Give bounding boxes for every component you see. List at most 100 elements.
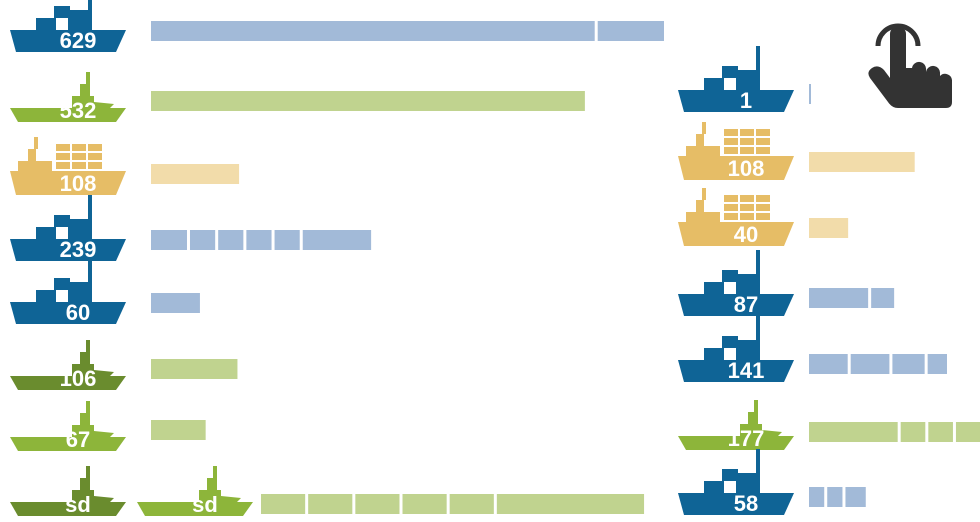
left-row-2-container-box: [88, 153, 102, 160]
left-row-4-hull-part: [68, 282, 92, 302]
left-row-7-ship-icon: sd: [10, 466, 126, 517]
right-row-2-container-box: [756, 204, 770, 211]
left-row-3-hull-part: [68, 219, 92, 239]
right-row-1-hull-part: [702, 122, 706, 134]
hand-pointer-icon: [868, 23, 952, 108]
left-row-3-bar-segment: [189, 230, 216, 250]
right-row-3-hull-part: [678, 294, 794, 316]
left-row-6-hull-part: [10, 437, 126, 451]
left-row-2-hull-part: [10, 171, 126, 195]
hand-shape: [868, 26, 952, 108]
left-extra-hull-part: [137, 502, 253, 516]
left-row-4-hull-part: [88, 258, 92, 282]
left-row-5-hull-part: [80, 352, 90, 364]
left-extra-bar-segment: [355, 494, 400, 514]
right-row-2-container-box: [756, 195, 770, 202]
left-row-6-bar-segment: [151, 420, 206, 440]
right-row-0-hull-part: [704, 78, 724, 90]
right-row-5-hull-part: [754, 400, 758, 412]
right-row-0-hull-part: [736, 70, 760, 90]
right-row-2-container-box: [740, 195, 754, 202]
left-extra-hull-part: [221, 496, 241, 502]
right-row-0-value-label: 1: [740, 88, 752, 113]
left-row-7-hull-part: [72, 490, 94, 502]
left-row-6-hull-part: [72, 425, 94, 437]
right-row-1-hull-part: [678, 156, 794, 180]
left-extra-bar-segment: [402, 494, 447, 514]
left-row-0-hull-part: [36, 18, 56, 30]
right-row-4-value-label: 141: [728, 358, 765, 383]
right-row-1-hull-part: [696, 134, 704, 146]
right-row-2-hull-part: [686, 212, 720, 222]
left-row-3-hull-part: [54, 215, 70, 227]
right-row-4-hull-part: [736, 340, 760, 360]
left-row-2-container-box: [88, 144, 102, 151]
left-row-6-hull-part: [94, 431, 114, 437]
right-row-6-bar-segment: [809, 487, 825, 507]
left-row-1-hull-part: [10, 108, 126, 122]
left-row-2-container-box: [56, 144, 70, 151]
right-row-0-ship-icon: 1: [678, 46, 794, 113]
right-row-4-hull-part: [704, 348, 724, 360]
left-row-1-hull-part: [94, 102, 114, 108]
right-row-5-hull-part: [740, 424, 762, 436]
right-row-1-container-box: [740, 138, 754, 145]
right-row-4-bar-segment: [809, 354, 848, 374]
right-row-1-hull-part: [686, 146, 720, 156]
right-row-1-container-box: [740, 129, 754, 136]
right-row-4-hull-part: [722, 336, 738, 348]
left-row-2-bar-segment: [151, 164, 240, 184]
left-row-1-ship-icon: 532: [10, 72, 126, 123]
right-row-4-bar-segment: [927, 354, 947, 374]
right-row-5-bar-segment: [928, 422, 953, 442]
left-row-4-ship-icon: 60: [10, 258, 126, 325]
left-row-0-bar-segment: [151, 21, 595, 41]
left-row-0-hull-part: [54, 6, 70, 18]
left-row-3-hull-part: [10, 239, 126, 261]
right-row-4-bar-segment: [850, 354, 890, 374]
left-row-0-ship-icon: 629: [10, 0, 126, 53]
left-row-2-container-box: [72, 162, 86, 169]
left-row-0-hull-part: [88, 0, 92, 10]
right-row-5-bar-segment: [900, 422, 926, 442]
left-extra-bar-segment: [496, 494, 645, 514]
right-row-1-container-box: [740, 147, 754, 154]
left-row-2-hull-part: [18, 161, 52, 171]
right-row-1-container-box: [724, 138, 738, 145]
left-extra-hull-part: [207, 478, 217, 490]
left-row-3-ship-icon: 239: [10, 195, 126, 262]
right-row-2-hull-part: [702, 188, 706, 200]
left-row-2-hull-part: [34, 137, 38, 149]
left-row-0-value-label: 629: [60, 28, 97, 53]
right-row-4-hull-part: [756, 316, 760, 340]
right-row-5-value-label: 177: [728, 426, 765, 451]
right-row-3-hull-part: [756, 250, 760, 274]
right-row-6-hull-part: [678, 493, 794, 515]
right-row-6-value-label: 58: [734, 491, 758, 516]
right-row-1-container-box: [756, 129, 770, 136]
right-row-0-hull-part: [678, 90, 794, 112]
right-row-4-hull-part: [678, 360, 794, 382]
left-row-3-bar-segment: [218, 230, 244, 250]
tap-ring: [875, 23, 921, 47]
right-row-5-bar-segment: [955, 422, 980, 442]
left-row-2-ship-icon: 108: [10, 137, 126, 196]
left-row-3-hull-part: [88, 195, 92, 219]
left-extra-hull-part: [213, 466, 217, 478]
right-row-1-container-box: [724, 147, 738, 154]
left-row-6-hull-part: [86, 401, 90, 413]
left-row-6-ship-icon: 67: [10, 401, 126, 452]
left-row-0-hull-part: [68, 10, 92, 30]
right-row-2-hull-part: [678, 222, 794, 246]
left-row-5-value-label: 106: [60, 366, 97, 391]
left-row-1-hull-part: [86, 72, 90, 84]
left-row-6-hull-part: [80, 413, 90, 425]
right-row-2-value-label: 40: [734, 222, 758, 247]
right-row-3-hull-part: [722, 270, 738, 282]
left-row-5-bar-segment: [151, 359, 238, 379]
right-row-5-hull-part: [762, 430, 782, 436]
right-row-2-container-box: [724, 195, 738, 202]
right-row-0-hull-part: [756, 46, 760, 70]
left-row-4-hull-part: [36, 290, 56, 302]
